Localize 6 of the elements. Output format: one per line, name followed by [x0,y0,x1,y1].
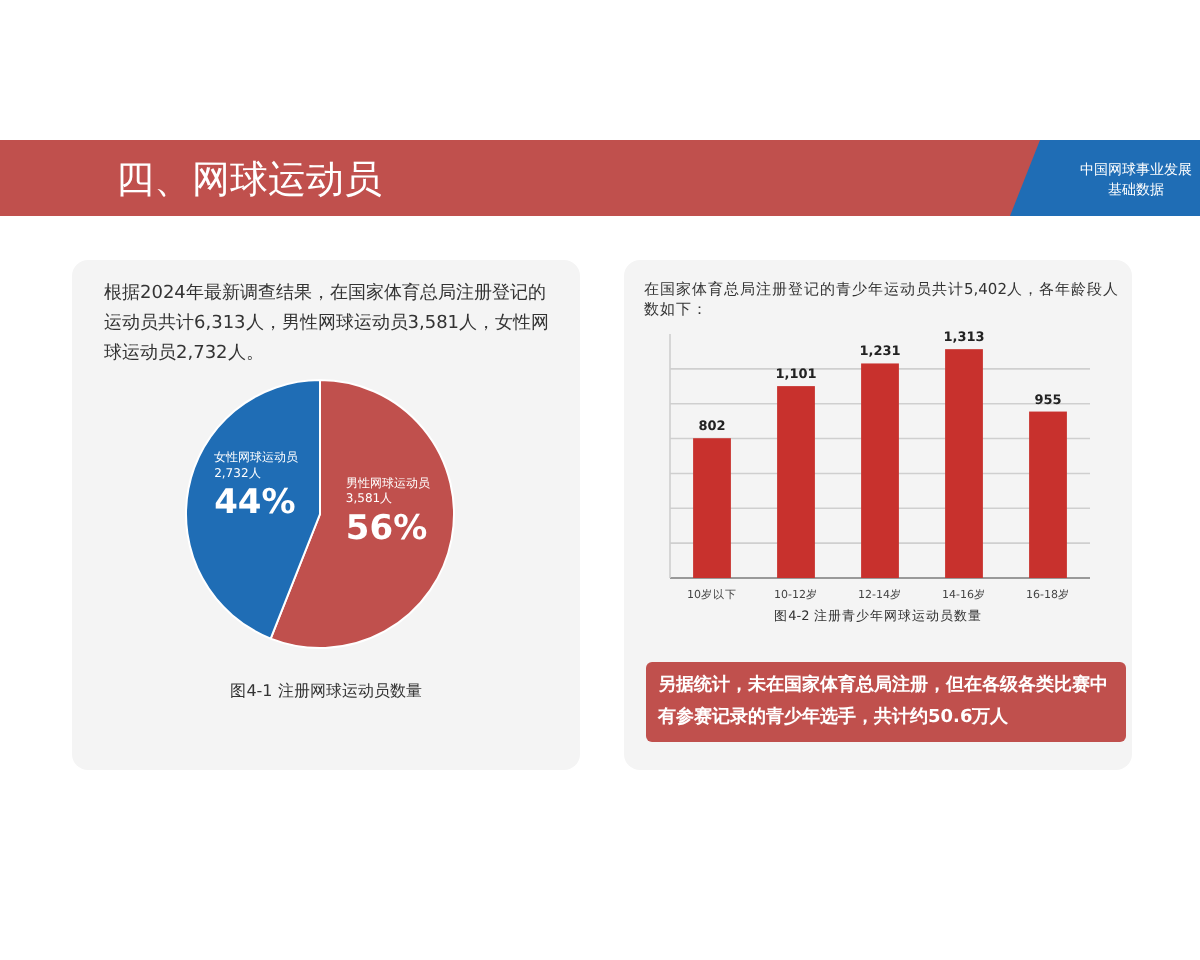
text: 图4-1 注册网球运动员数量 [228,680,424,702]
data-label: 44% [214,483,296,524]
text: 四、网球运动员 [116,156,384,206]
text: 另据统计，未在国家体育总局注册，但在各级各类比赛中有参赛记录的青少年选手，共计约50.6万人 [646,662,1126,742]
data-label: 56% [345,508,428,549]
chart-subtitle: 根据2024年最新调查结果，在国家体育总局注册登记的运动员共计6,313人，男性网球运动员3,581人，女性网球运动员2,732人。 [104,280,552,368]
